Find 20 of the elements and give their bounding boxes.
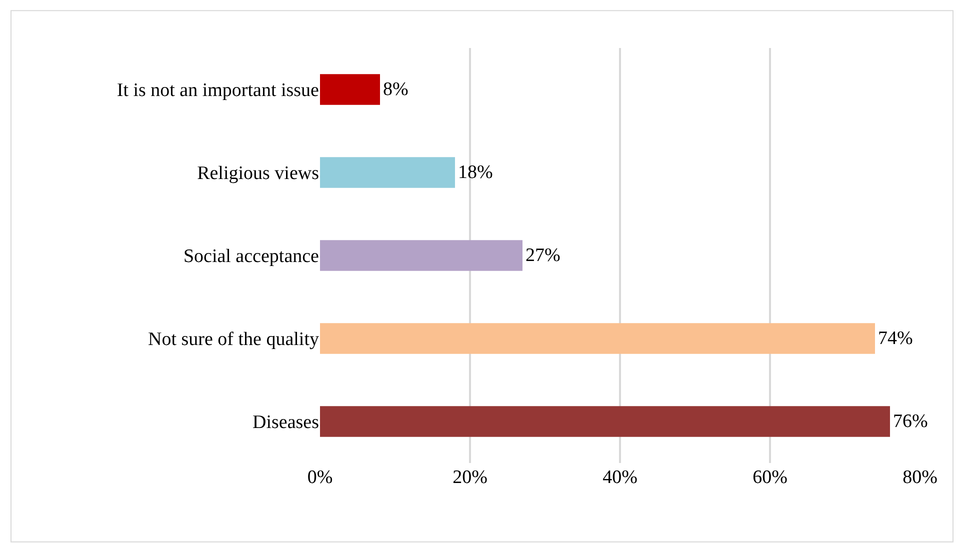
data-label: 27%: [526, 245, 560, 266]
data-label: 8%: [383, 79, 408, 100]
bar: [320, 323, 875, 354]
bar: [320, 74, 380, 105]
x-tick-label: 20%: [452, 467, 488, 488]
data-label: 18%: [458, 162, 493, 184]
y-tick-label: Social acceptance: [183, 246, 319, 268]
bar: [320, 240, 522, 271]
y-tick-label: It is not an important issue: [116, 80, 319, 102]
bar: [320, 157, 455, 188]
x-tick-label: 60%: [752, 467, 788, 488]
x-tick-label: 40%: [602, 467, 638, 488]
y-tick-label: Diseases: [252, 412, 319, 434]
y-tick-label: Religious views: [197, 163, 319, 184]
data-label: 74%: [878, 328, 913, 350]
x-tick-label: 0%: [307, 467, 333, 488]
data-label: 76%: [893, 411, 928, 432]
bar: [320, 406, 890, 437]
y-tick-label: Not sure of the quality: [148, 329, 320, 350]
x-tick-label: 80%: [902, 467, 938, 488]
